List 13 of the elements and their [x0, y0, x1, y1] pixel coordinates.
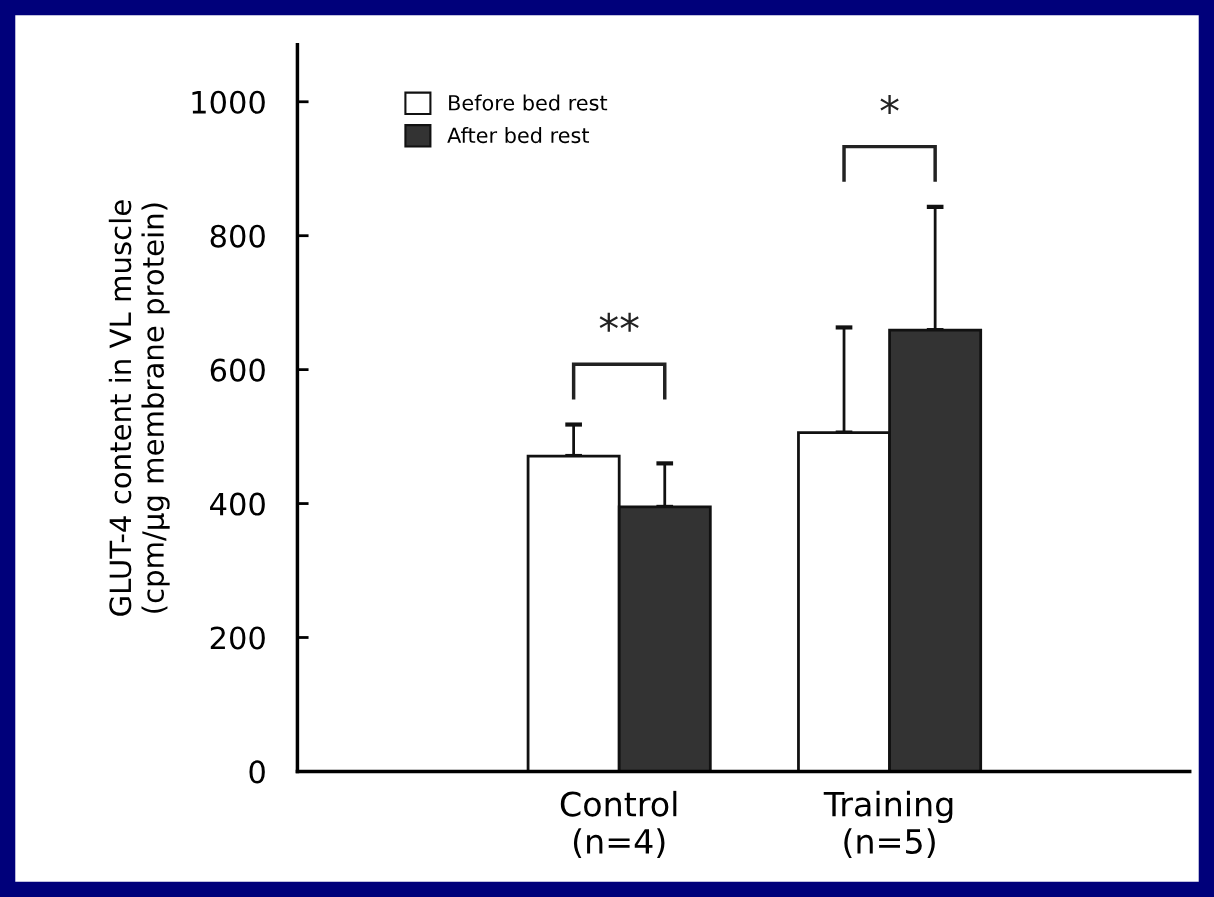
- annotation: **: [599, 312, 639, 332]
- y-tick-label: 200: [210, 626, 265, 650]
- x-tick-label: Training (n=5): [823, 790, 953, 858]
- y-tick-label: 800: [210, 224, 265, 248]
- legend-label: Before bed rest: [449, 94, 608, 111]
- y-tick-label: 0: [249, 760, 265, 784]
- legend-label: After bed rest: [447, 127, 590, 144]
- x-tick-label: Control (n=4): [560, 790, 677, 858]
- y-axis-title: GLUT-4 content in VL muscle (cpm/μg membrane protein): [108, 200, 170, 616]
- y-tick-label: 600: [210, 358, 265, 382]
- y-tick-label: 400: [210, 492, 265, 516]
- y-tick-label: 1000: [192, 90, 265, 114]
- annotation: *: [880, 94, 899, 114]
